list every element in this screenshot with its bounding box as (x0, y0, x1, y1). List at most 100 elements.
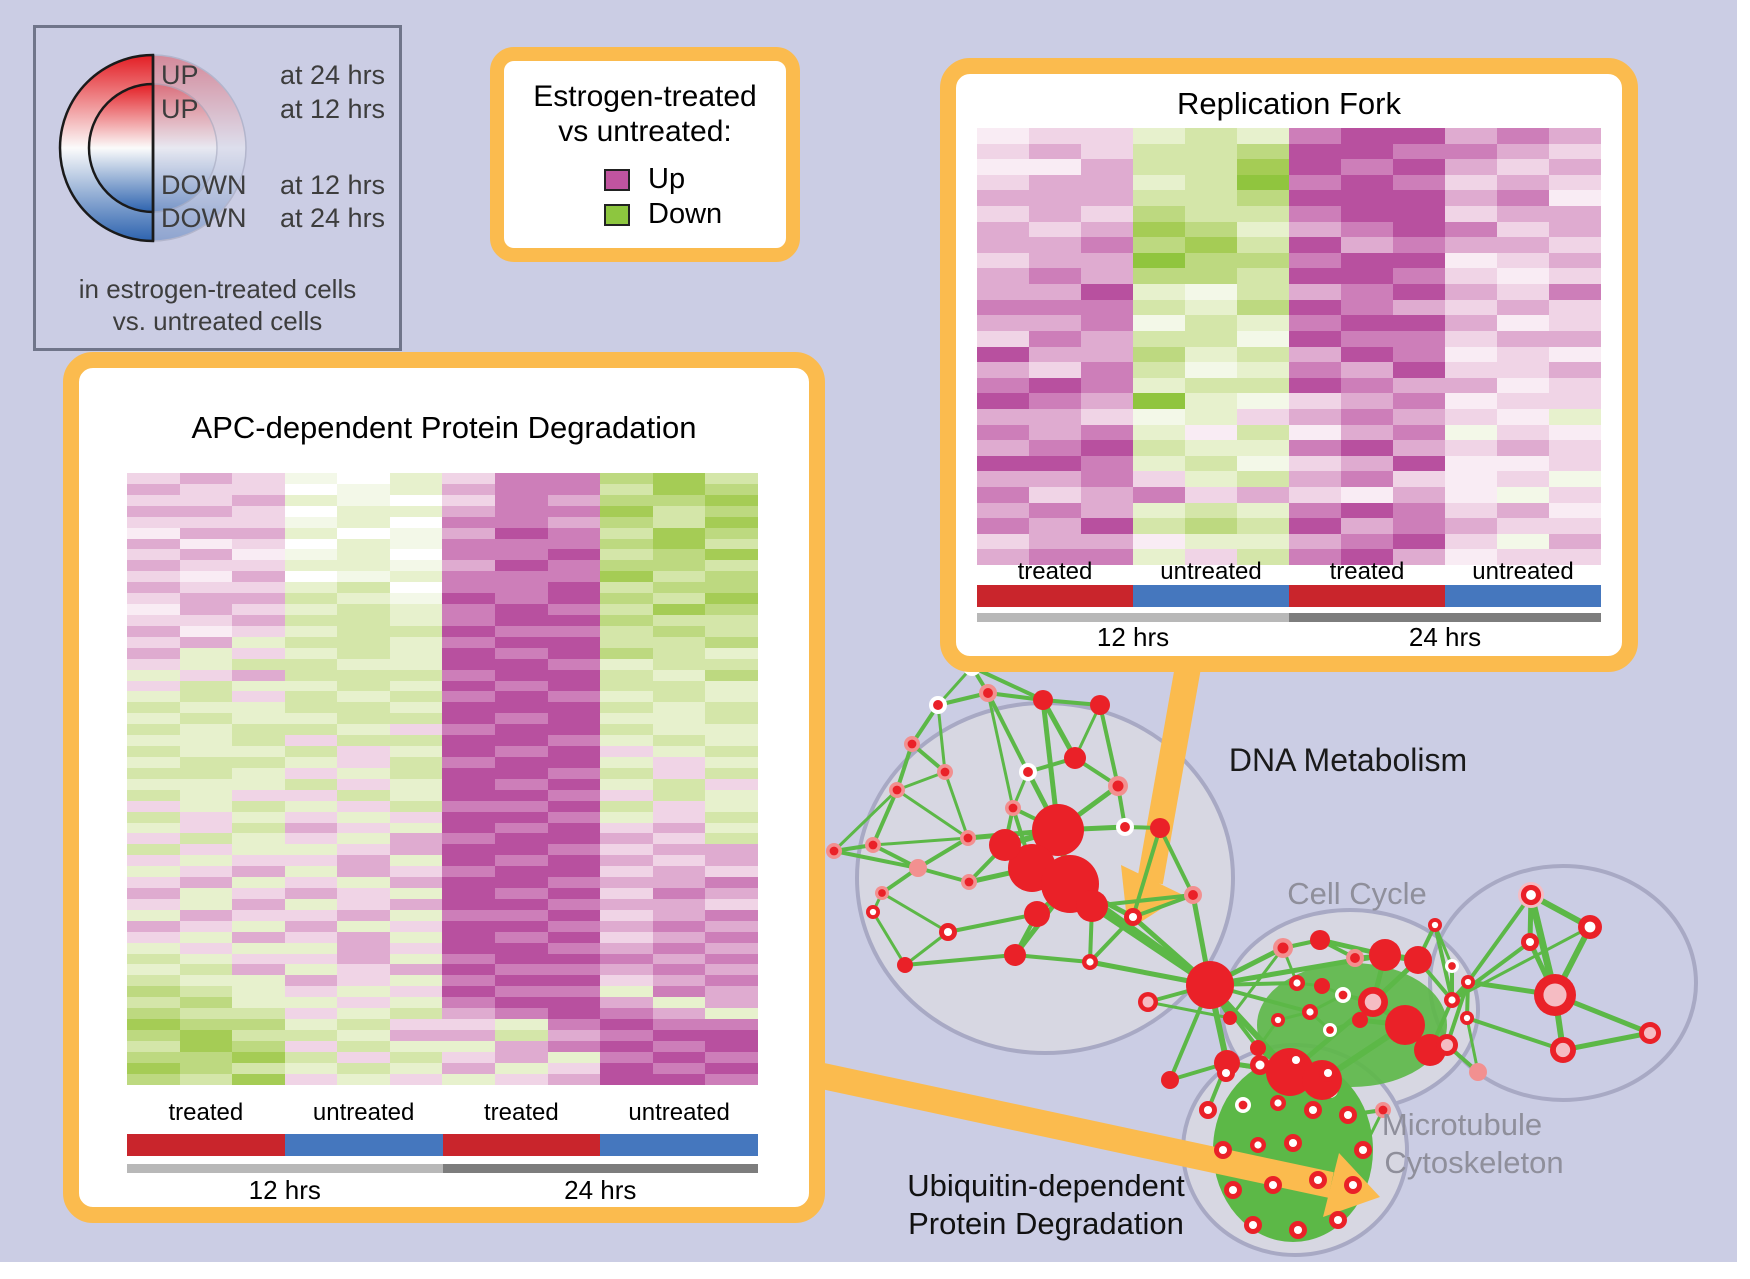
heatmap-cell (1133, 471, 1185, 488)
heatmap-cell (127, 855, 180, 867)
heatmap-cell (705, 833, 758, 845)
heatmap-cell (389, 833, 443, 845)
heatmap-cell (1133, 284, 1185, 300)
network-edge (904, 953, 1016, 967)
network-node-core (1326, 1026, 1334, 1034)
heatmap-cell (389, 614, 443, 626)
heatmap-cell (284, 560, 338, 572)
heatmap-cell (1029, 330, 1081, 347)
heatmap-cell (652, 494, 706, 506)
network-edge (1465, 1017, 1480, 1073)
heatmap-cell (284, 713, 338, 725)
heatmap-cell (600, 942, 653, 954)
heatmap-cell (232, 789, 285, 801)
heatmap-cell (652, 800, 706, 812)
heatmap-cell (232, 702, 285, 714)
heatmap-cell (179, 833, 233, 845)
heatmap-cell (1289, 346, 1341, 363)
heatmap-cell (232, 1008, 285, 1020)
heatmap-cell (1029, 346, 1081, 363)
rf-panel-title: Replication Fork (1177, 86, 1401, 121)
heatmap-cell (442, 920, 496, 932)
heatmap-cell (1393, 471, 1445, 488)
heatmap-cell (495, 505, 548, 517)
heatmap-cell (1549, 299, 1601, 316)
heatmap-cell (1029, 518, 1081, 534)
heatmap-cell (1029, 455, 1081, 472)
estrogen-color-legend: Estrogen-treated vs untreated: Up Down (490, 47, 800, 262)
heatmap-cell (442, 822, 496, 834)
heatmap-cell (652, 756, 706, 768)
heatmap-cell (1445, 362, 1497, 378)
heatmap-cell (389, 778, 443, 790)
network-node-core (933, 700, 943, 710)
legend-up-12-label: UP (161, 94, 199, 124)
heatmap-cell (389, 560, 443, 572)
heatmap-cell (179, 920, 233, 932)
heatmap-cell (284, 746, 338, 757)
group-label: untreated (628, 1099, 730, 1126)
heatmap-cell (179, 527, 233, 539)
heatmap-cell (705, 898, 758, 910)
heatmap-row (127, 877, 758, 889)
heatmap-cell (442, 953, 496, 965)
heatmap-cell (337, 844, 390, 856)
heatmap-cell (442, 614, 496, 626)
heatmap-cell (495, 582, 548, 594)
heatmap-row (977, 221, 1601, 238)
heatmap-cell (337, 986, 390, 998)
heatmap-cell (652, 505, 706, 517)
heatmap-cell (1549, 393, 1601, 409)
heatmap-cell (547, 767, 601, 779)
heatmap-row (127, 942, 758, 954)
network-edge (1014, 953, 1091, 964)
heatmap-cell (1341, 455, 1393, 472)
heatmap-cell (1341, 393, 1393, 409)
heatmap-cell (495, 549, 548, 561)
heatmap-cell (1289, 549, 1341, 566)
network-node-core (1431, 921, 1439, 929)
heatmap-cell (337, 1030, 390, 1041)
heatmap-cell (1081, 252, 1133, 269)
heatmap-cell (600, 1008, 653, 1020)
heatmap-cell (1237, 377, 1289, 394)
heatmap-row (127, 767, 758, 779)
heatmap-cell (652, 942, 706, 954)
network-node-core (1333, 1215, 1343, 1225)
network-node (1076, 890, 1108, 922)
heatmap-cell (547, 855, 601, 867)
heatmap-cell (389, 888, 443, 899)
heatmap-cell (442, 669, 496, 681)
heatmap-cell (232, 625, 285, 637)
heatmap-cell (977, 502, 1029, 519)
heatmap-cell (389, 986, 443, 998)
heatmap-cell (1341, 518, 1393, 534)
heatmap-cell (1341, 377, 1393, 394)
heatmap-cell (652, 1051, 706, 1063)
apc-treatment-bars (127, 1134, 758, 1156)
heatmap-cell (442, 549, 496, 561)
heatmap-cell (1393, 502, 1445, 519)
heatmap-cell (284, 800, 338, 812)
heatmap-cell (337, 800, 390, 812)
heatmap-cell (705, 888, 758, 899)
heatmap-cell (1237, 346, 1289, 363)
heatmap-cell (705, 1019, 758, 1031)
heatmap-cell (1133, 377, 1185, 394)
heatmap-cell (705, 746, 758, 757)
heatmap-cell (600, 931, 653, 943)
treatment-bar (284, 1134, 443, 1156)
heatmap-cell (1445, 440, 1497, 456)
heatmap-cell (232, 713, 285, 725)
heatmap-cell (284, 527, 338, 539)
legend-up-24-label: UP (161, 60, 199, 90)
heatmap-cell (442, 746, 496, 757)
heatmap-cell (1133, 268, 1185, 285)
heatmap-cell (1185, 455, 1237, 472)
heatmap-cell (1185, 159, 1237, 175)
heatmap-cell (1549, 284, 1601, 300)
heatmap-cell (705, 483, 758, 495)
heatmap-cell (652, 953, 706, 965)
heatmap-cell (1341, 549, 1393, 566)
heatmap-cell (652, 1073, 706, 1085)
